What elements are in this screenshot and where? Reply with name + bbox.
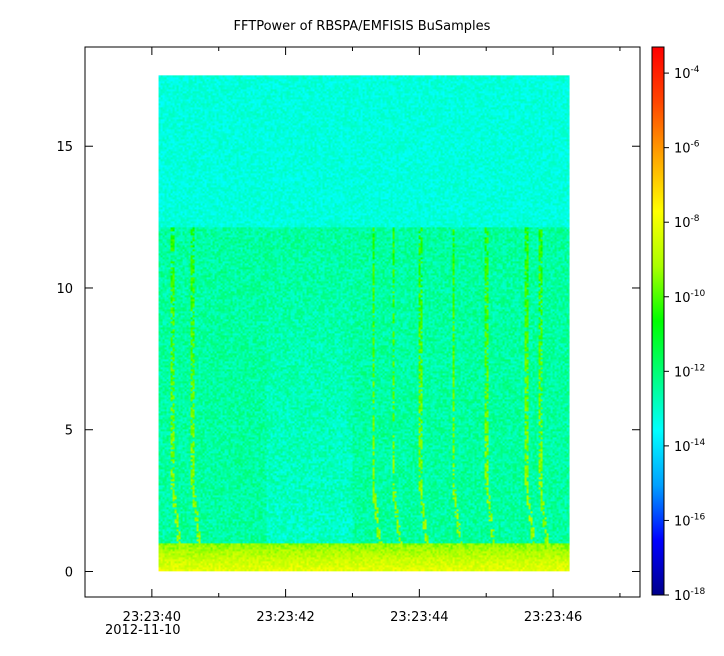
y-tick-label: 5 [65,424,73,439]
colorbar-tick-label: 10-16 [674,512,706,529]
colorbar [651,46,665,596]
colorbar-ticks: 10-18 10-16 10-14 10-12 10-10 10-8 10-6 10-4 [664,65,706,604]
x-tick-label: 23:23:44 [390,610,448,625]
x-date-label: 2012-11-10 [105,623,181,638]
x-tick-label: 23:23:46 [524,610,582,625]
x-tick-label: 23:23:40 [123,610,181,625]
colorbar-tick-label: 10-6 [674,140,700,157]
spectrogram-image [158,75,570,572]
x-tick-label: 23:23:42 [256,610,314,625]
chart-title: FFTPower of RBSPA/EMFISIS BuSamples [234,19,491,34]
colorbar-tick-label: 10-8 [674,214,700,231]
y-tick-label: 15 [56,140,73,155]
y-axis: 0 5 10 15 [56,140,640,580]
colorbar-tick-label: 10-4 [674,65,700,82]
colorbar-tick-label: 10-14 [674,438,706,455]
y-tick-label: 10 [56,282,73,297]
x-axis: 23:23:40 23:23:42 23:23:44 23:23:46 [123,47,621,625]
y-tick-label: 0 [65,565,73,580]
colorbar-tick-label: 10-10 [674,289,706,306]
colorbar-tick-label: 10-12 [674,363,705,380]
colorbar-tick-label: 10-18 [674,587,706,604]
